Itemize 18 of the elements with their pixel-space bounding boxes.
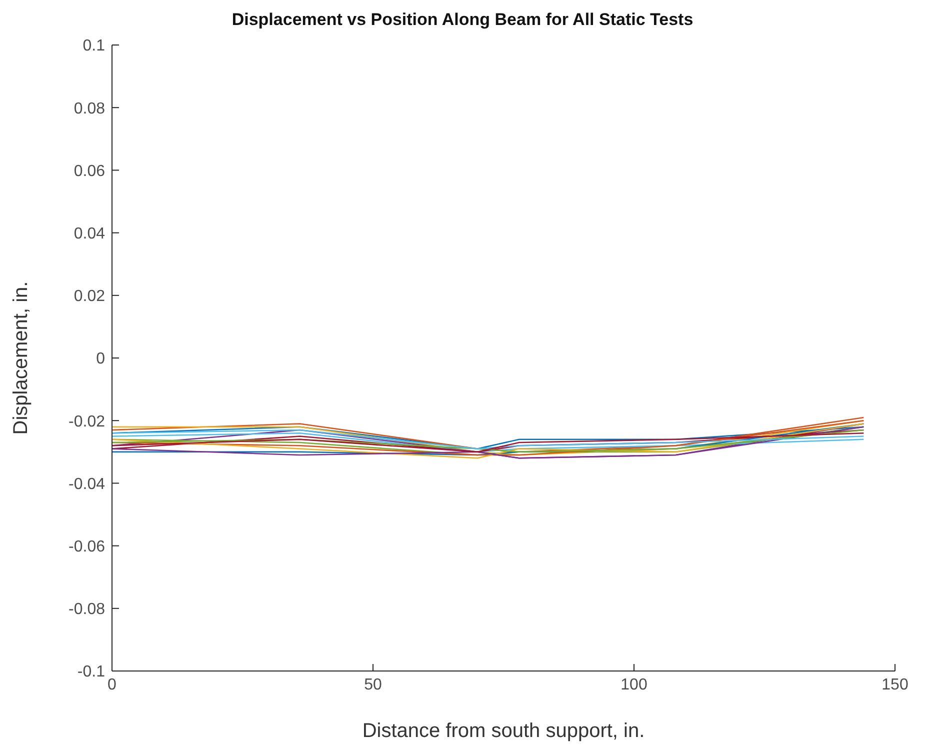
x-tick-label: 150	[882, 676, 908, 694]
y-tick-label: -0.1	[77, 664, 106, 681]
x-tick-label: 50	[364, 676, 382, 694]
y-tick-label: 0	[96, 350, 106, 368]
y-tick-label: -0.08	[68, 601, 106, 618]
y-tick-label: 0.04	[74, 225, 106, 242]
y-tick-label: 0.1	[82, 38, 106, 55]
y-tick-label: -0.04	[68, 476, 106, 493]
y-tick-label: 0.02	[74, 288, 106, 306]
y-axis-title: Displacement, in.	[10, 281, 32, 435]
chart-title: Displacement vs Position Along Beam for All Static Tests	[230, 10, 694, 30]
y-tick-label: -0.06	[68, 538, 106, 556]
y-tick-label: 0.08	[74, 100, 106, 118]
x-tick-label: 100	[620, 676, 648, 694]
y-tick-label: 0.06	[74, 162, 106, 180]
x-tick-label: 0	[108, 676, 117, 694]
x-axis-title: Distance from south support, in.	[362, 720, 645, 742]
y-tick-label: -0.02	[68, 413, 106, 430]
